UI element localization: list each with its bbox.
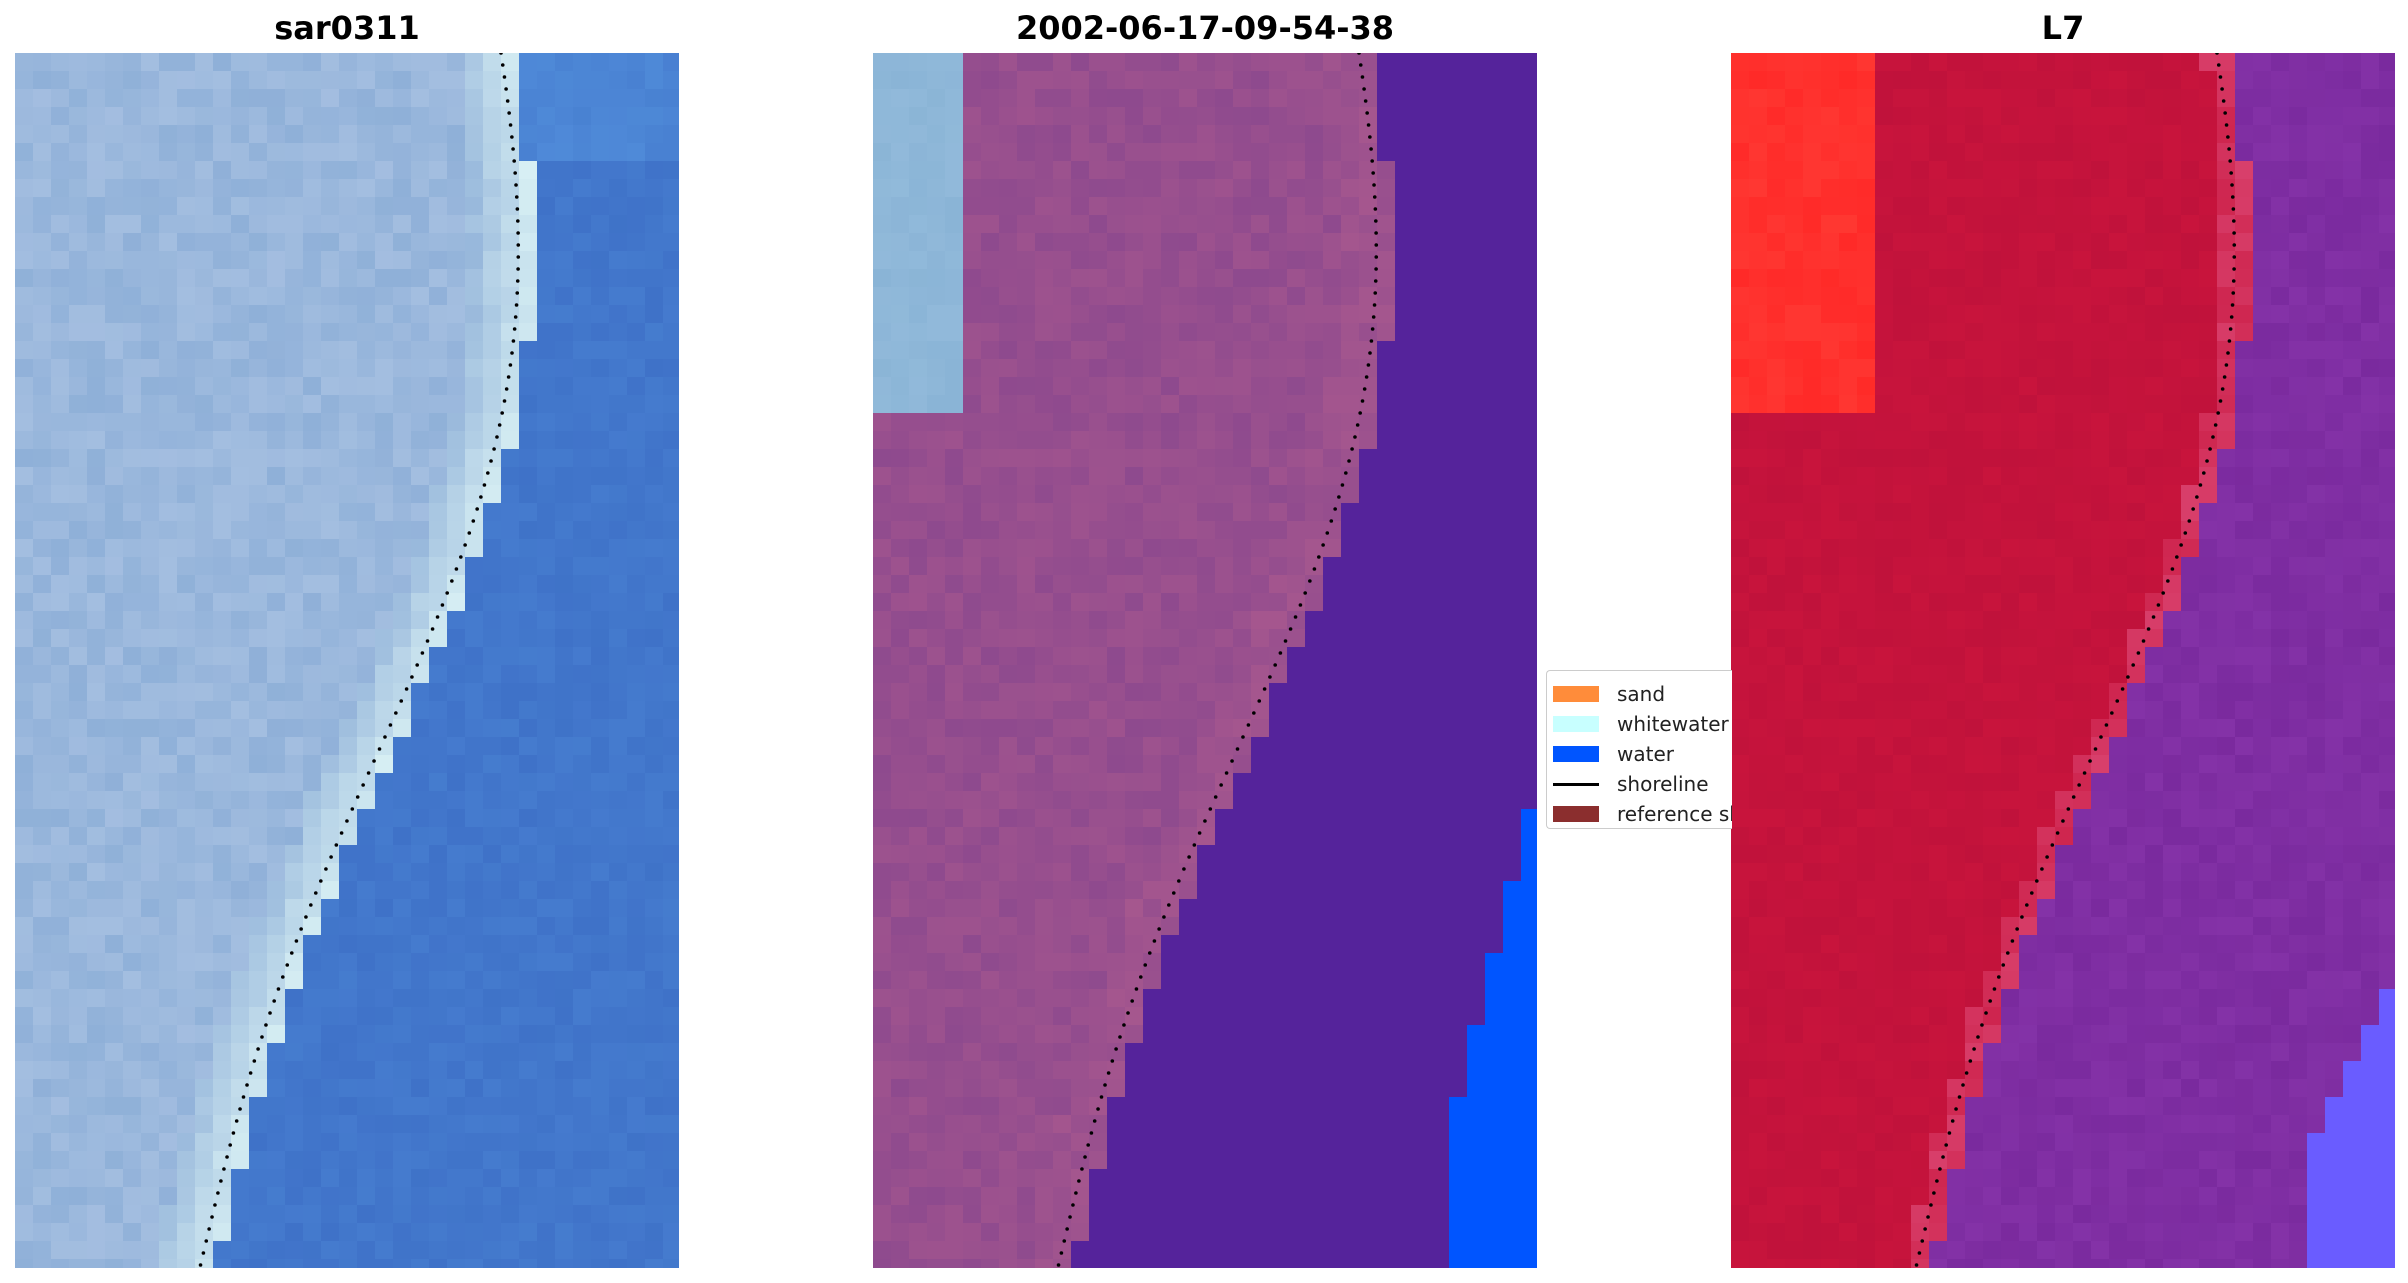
legend-item-water: water [1553,739,1674,769]
legend-item-whitewater: whitewater [1553,709,1729,739]
shoreline-line-icon [1553,782,1599,786]
legend-label-water: water [1617,742,1674,766]
legend-label-whitewater: whitewater [1617,712,1729,736]
classified-image [873,53,1537,1268]
panel-title-l7: L7 [2041,9,2085,47]
legend-label-shoreline: shoreline [1617,772,1709,796]
shoreline-dots [1056,53,1379,1267]
reference-shoreline-swatch [1553,806,1599,822]
legend-label-sand: sand [1617,682,1666,706]
legend: sand whitewater water shoreline referenc… [1546,670,1732,829]
legend-item-shoreline: shoreline [1553,769,1709,799]
shoreline-dots [1914,53,2237,1267]
whitewater-swatch [1553,716,1599,732]
classified-image-panel [873,53,1537,1268]
legend-item-sand: sand [1553,679,1665,709]
mndwi-image [1731,53,2395,1268]
mndwi-image-panel [1731,53,2395,1268]
shoreline-dots [198,53,521,1267]
panel-title-date: 2002-06-17-09-54-38 [1015,9,1395,47]
legend-label-reference-shoreline: reference shoreline [1617,802,1732,826]
legend-item-reference-shoreline: reference shoreline [1553,799,1732,828]
panel-title-sar0311: sar0311 [274,9,420,47]
rgb-image [15,53,679,1268]
sand-swatch [1553,686,1599,702]
water-swatch [1553,746,1599,762]
rgb-image-panel [15,53,679,1268]
